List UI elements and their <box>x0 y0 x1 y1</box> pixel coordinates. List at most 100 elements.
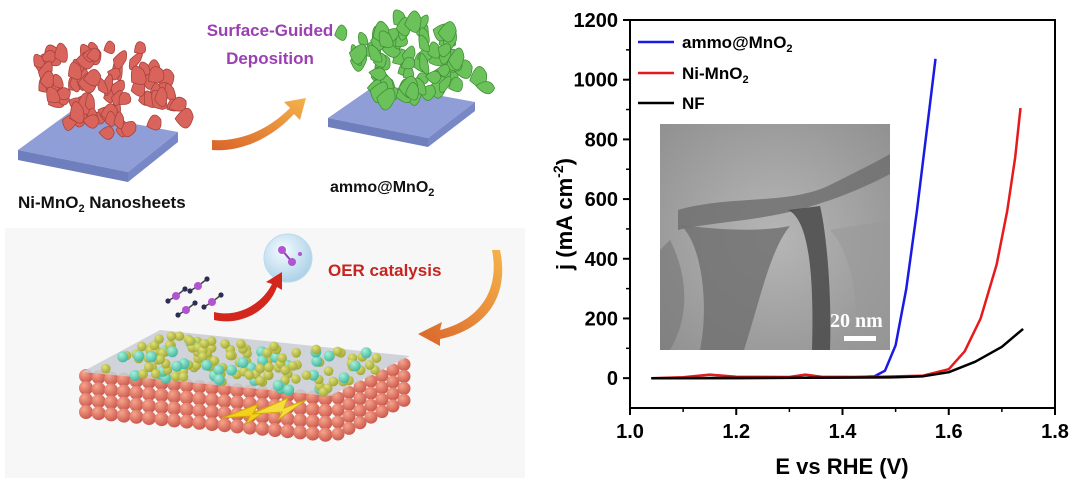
substrate-atom <box>386 363 400 377</box>
substrate-atom <box>364 398 378 412</box>
teal-atom <box>145 351 157 363</box>
yellow-atom <box>332 346 343 357</box>
legend-label-ammo: ammo@MnO2 <box>682 33 793 55</box>
y-tick-label: 600 <box>585 189 618 211</box>
nanosheet <box>52 73 64 89</box>
substrate-atom <box>375 393 389 407</box>
substrate-atom <box>375 381 389 395</box>
yellow-atom <box>138 369 148 379</box>
substrate-atom <box>154 412 169 427</box>
lsv-chart: 20 nm 1.0 1.2 1.4 1.6 1.8 0 200 400 600 800 1000 12… <box>550 10 1069 479</box>
ammonia-molecules <box>165 276 224 318</box>
substrate-atom <box>342 397 356 411</box>
red-nanosheets <box>33 40 194 140</box>
purple-atom <box>172 292 180 300</box>
substrate-atom <box>104 395 119 410</box>
yellow-atom <box>174 331 185 342</box>
dark-atom <box>201 304 207 310</box>
nanosheet <box>146 114 162 131</box>
ni-mno2-label: Ni-MnO2 Nanosheets <box>18 193 186 215</box>
substrate-atom <box>154 400 169 415</box>
yellow-atom <box>277 353 288 363</box>
substrate-atom <box>116 408 131 423</box>
reaction-arrow <box>214 272 282 322</box>
x-tick-label: 1.0 <box>616 421 644 443</box>
substrate-atom <box>179 414 194 429</box>
substrate-atom <box>386 387 400 401</box>
nanosheet <box>348 43 368 65</box>
yellow-atom <box>255 363 265 374</box>
substrate-atom <box>364 386 378 400</box>
ammo-mno2-block <box>328 9 496 147</box>
substrate-atom <box>104 383 119 398</box>
oer-label: OER catalysis <box>328 261 441 280</box>
substrate-atom <box>205 393 219 407</box>
substrate-atom <box>386 375 400 389</box>
yellow-atom <box>198 352 208 362</box>
dark-atom <box>204 276 210 282</box>
substrate-atom <box>217 394 232 409</box>
teal-atom <box>166 346 178 358</box>
legend: ammo@MnO2 Ni-MnO2 NF <box>638 33 793 113</box>
nanosheet <box>113 111 124 130</box>
scale-bar-label: 20 nm <box>830 310 883 332</box>
oer-arrow <box>418 250 503 346</box>
substrate-atom <box>91 382 106 397</box>
nanosheet <box>368 67 387 81</box>
tick-labels: 1.0 1.2 1.4 1.6 1.8 0 200 400 600 800 1000 1200 <box>574 10 1069 443</box>
yellow-atom <box>311 344 321 355</box>
substrate-atom <box>129 397 144 412</box>
step-label-line2: Deposition <box>226 49 314 68</box>
teal-atom <box>213 374 225 386</box>
substrate-atom <box>192 391 207 406</box>
teal-atom <box>237 357 249 368</box>
scale-bar <box>844 336 876 341</box>
substrate-atom <box>79 393 93 407</box>
nanosheet <box>437 43 451 58</box>
substrate-atom <box>129 385 144 400</box>
yellow-atom <box>155 354 166 365</box>
teal-atom <box>117 351 129 363</box>
nanosheet <box>400 56 415 70</box>
substrate-atom <box>91 394 106 409</box>
substrate-atom <box>154 388 169 403</box>
yellow-atom <box>291 348 302 358</box>
yellow-atom <box>291 374 301 384</box>
substrate-atom <box>255 421 270 436</box>
dark-atom <box>192 300 198 306</box>
dark-atom <box>218 292 224 298</box>
nanosheet <box>118 92 132 105</box>
yellow-atom <box>137 341 147 352</box>
teal-atom <box>133 350 145 362</box>
step-label-line1: Surface-Guided <box>207 21 334 40</box>
x-tick-label: 1.6 <box>935 421 963 443</box>
nanosheet <box>168 96 187 112</box>
nanosheet <box>154 86 168 108</box>
y-tick-label: 1200 <box>574 10 619 32</box>
teal-atom <box>201 359 213 371</box>
substrate-atom <box>104 407 119 422</box>
deposition-arrow <box>212 98 306 151</box>
yellow-atom <box>236 339 246 349</box>
x-tick-label: 1.2 <box>722 421 750 443</box>
substrate-atom <box>318 427 333 442</box>
yellow-atom <box>328 376 339 387</box>
yellow-atom <box>170 371 181 382</box>
y-tick-label: 200 <box>585 308 618 330</box>
yellow-atom <box>323 366 334 377</box>
purple-atom <box>182 306 190 314</box>
yellow-atom <box>244 370 255 380</box>
nanosheet <box>103 40 116 54</box>
substrate-atom <box>280 424 295 439</box>
lightning-icon <box>221 397 307 426</box>
nanosheet <box>404 82 419 101</box>
nanosheet <box>98 126 115 140</box>
oxygen-bubble <box>263 233 313 283</box>
ni-mno2-nanosheet-block <box>18 40 194 182</box>
substrate-atom <box>353 392 367 406</box>
nanosheet <box>134 41 147 54</box>
substrate-atom <box>268 411 282 425</box>
substrate-atom <box>205 417 219 431</box>
teal-atom <box>360 347 372 359</box>
substrate-atom <box>192 403 207 418</box>
